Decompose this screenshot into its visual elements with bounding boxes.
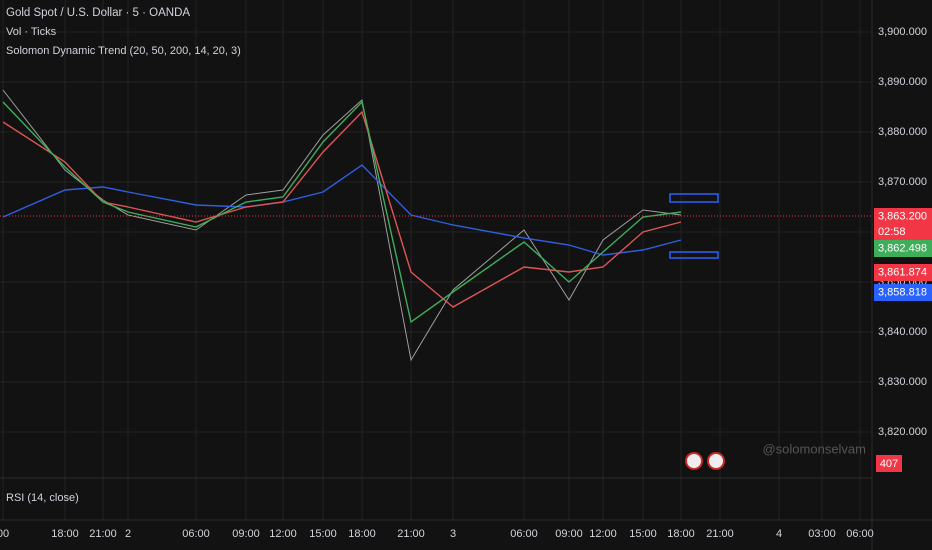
x-tick-label: 21:00 <box>706 528 734 540</box>
x-tick-label: 12:00 <box>589 528 617 540</box>
x-tick-label: 09:00 <box>555 528 583 540</box>
x-tick-label: 2 <box>125 528 131 540</box>
volume-label: 407 <box>880 458 898 470</box>
price-label-box <box>874 264 932 281</box>
series-line <box>2 164 682 256</box>
price-label-box <box>874 208 932 240</box>
x-tick-label: 4 <box>776 528 782 540</box>
x-tick-label: 06:00 <box>510 528 538 540</box>
x-tick-label: 18:00 <box>51 528 79 540</box>
price-label: 3,861.874 <box>878 266 927 278</box>
x-tick-label: 18:00 <box>348 528 376 540</box>
x-tick-label: 15:00 <box>629 528 657 540</box>
countdown: 02:58 <box>878 226 906 238</box>
y-tick-label: 3,900.000 <box>878 26 927 38</box>
event-flag[interactable] <box>707 452 725 470</box>
range-box <box>669 193 719 203</box>
range-box <box>669 251 719 259</box>
plot <box>0 0 872 520</box>
x-tick-label: 21:00 <box>89 528 117 540</box>
chart-title: Gold Spot / U.S. Dollar · 5 · OANDA <box>6 7 190 19</box>
x-tick-label: 09:00 <box>232 528 260 540</box>
x-tick-label: 06:00 <box>182 528 210 540</box>
event-flag[interactable] <box>685 452 703 470</box>
y-tick-label: 3,820.000 <box>878 426 927 438</box>
indicator-label: Vol · Ticks <box>6 26 57 38</box>
y-tick-label: 3,890.000 <box>878 76 927 88</box>
x-tick-label: 12:00 <box>269 528 297 540</box>
y-tick-label: 3,830.000 <box>878 376 927 388</box>
price-label: 3,862.498 <box>878 242 927 254</box>
indicator-label: Solomon Dynamic Trend (20, 50, 200, 14, … <box>6 45 241 57</box>
watermark: @solomonselvam <box>762 441 866 456</box>
pane-label: RSI (14, close) <box>6 492 79 504</box>
x-tick-label: 18:00 <box>667 528 695 540</box>
series-line <box>2 100 682 324</box>
y-tick-label: 3,880.000 <box>878 126 927 138</box>
x-tick-label: 03:00 <box>808 528 836 540</box>
price-label: 3,858.818 <box>878 286 927 298</box>
price-label: 3,863.200 <box>878 210 927 222</box>
y-tick-label: 3,840.000 <box>878 326 927 338</box>
x-tick-label: 06:00 <box>846 528 874 540</box>
price-label-box <box>874 284 932 301</box>
series-line <box>2 110 682 308</box>
x-tick-label: 15:00 <box>309 528 337 540</box>
y-tick-label: 3,870.000 <box>878 176 927 188</box>
volume-badge <box>876 455 902 472</box>
x-tick-label: 3 <box>450 528 456 540</box>
x-tick-label: 21:00 <box>397 528 425 540</box>
price-label-box <box>874 240 932 257</box>
x-tick-label: 00 <box>0 528 9 540</box>
